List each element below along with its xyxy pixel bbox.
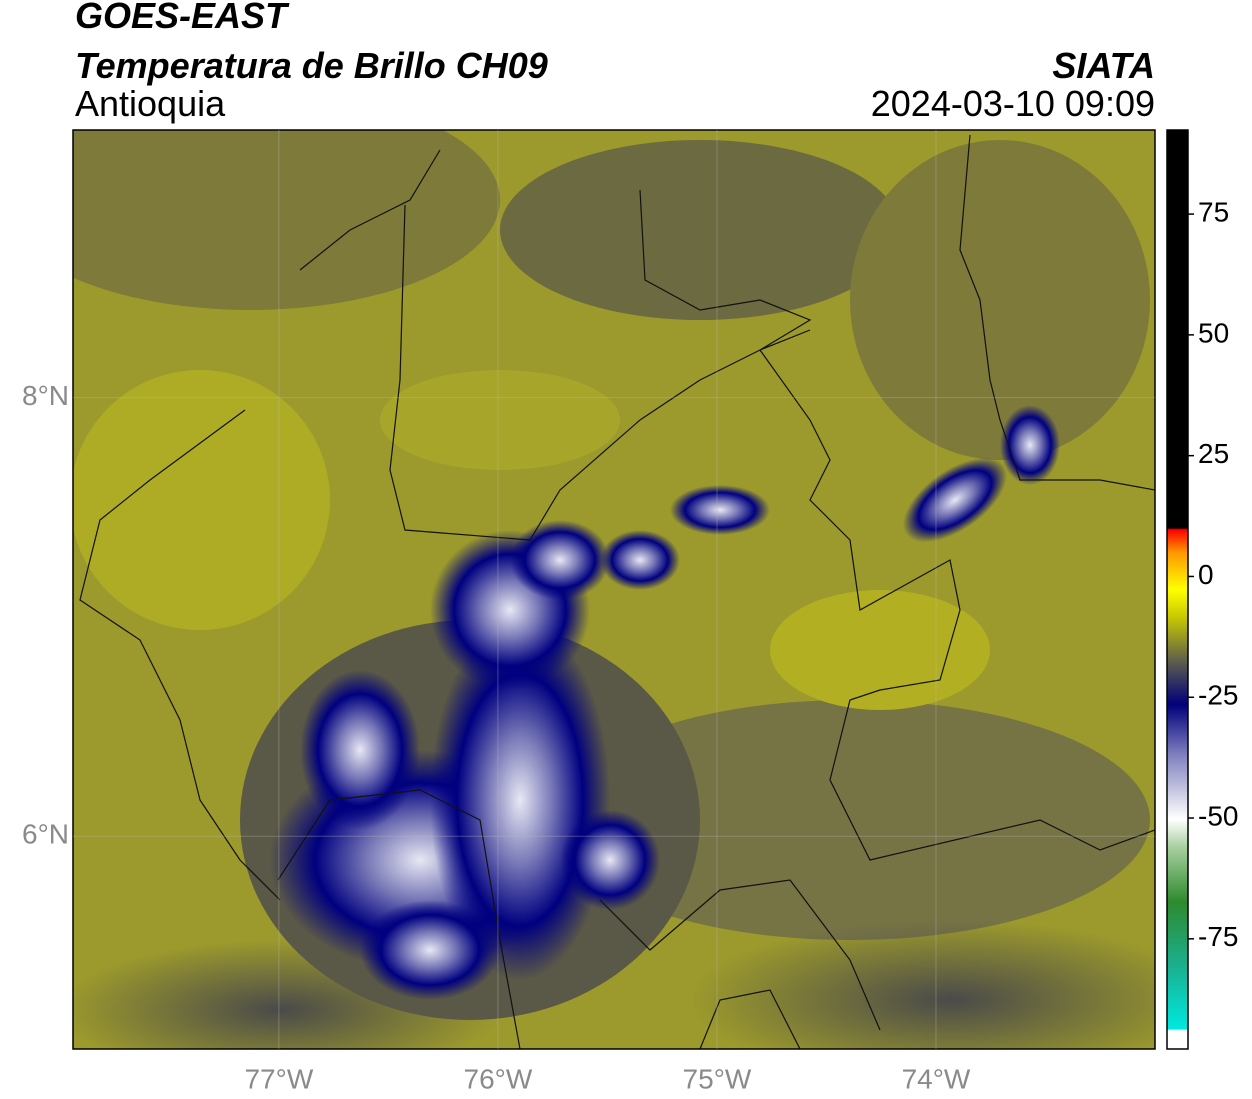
colorbar-tick-label: -75 (1198, 921, 1238, 952)
lon-tick-label: 77°W (244, 1063, 313, 1094)
axes: 77°W 76°W 75°W 74°W 8°N 6°N 75 50 25 0 -25 -50 -75 (22, 130, 1238, 1094)
region-label: Antioquia (75, 83, 226, 124)
colorbar-tick-label: 25 (1198, 438, 1229, 469)
map-frame (72, 129, 1156, 1050)
source-label: SIATA (1052, 45, 1155, 86)
datetime-label: 2024-03-10 09:09 (871, 83, 1155, 124)
colorbar (1166, 129, 1189, 1050)
satellite-title: GOES-EAST (75, 0, 290, 36)
lat-tick-label: 6°N (22, 819, 69, 850)
colorbar-tick-label: 0 (1198, 559, 1214, 590)
lon-tick-label: 75°W (683, 1063, 752, 1094)
colorbar-tick-label: -50 (1198, 800, 1238, 831)
lon-tick-label: 74°W (902, 1063, 971, 1094)
lon-tick-label: 76°W (464, 1063, 533, 1094)
product-title: Temperatura de Brillo CH09 (75, 45, 548, 86)
colorbar-tick-label: 75 (1198, 196, 1229, 227)
colorbar-tick-label: 50 (1198, 317, 1229, 348)
lat-tick-label: 8°N (22, 380, 69, 411)
map-imagery (73, 130, 1155, 1049)
colorbar-tick-label: -25 (1198, 680, 1238, 711)
